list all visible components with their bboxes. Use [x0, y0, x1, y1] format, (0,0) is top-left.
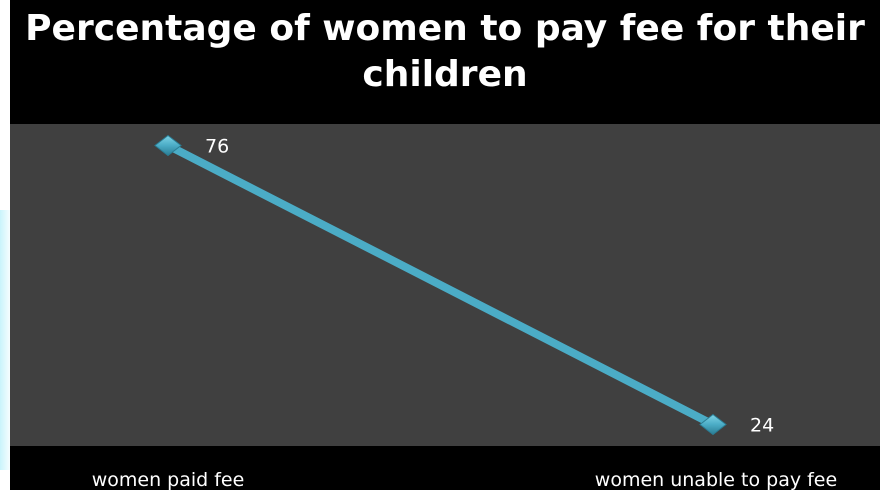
diamond-marker-icon: [699, 413, 727, 436]
series-layer: [154, 134, 727, 436]
x-axis-band: [10, 446, 880, 490]
x-tick-label: women paid fee: [92, 469, 245, 490]
diamond-marker-icon: [154, 134, 182, 157]
label-layer: 76 24 women paid fee women unable to pay fe…: [92, 135, 838, 490]
data-label: 76: [205, 135, 229, 157]
data-label: 24: [750, 415, 774, 437]
x-tick-label: women unable to pay fee: [595, 469, 837, 490]
decorative-edge: [0, 210, 12, 470]
title-band: [10, 0, 880, 124]
chart-title: Percentage of women to pay fee for their…: [25, 8, 865, 95]
series-line: [164, 141, 717, 429]
